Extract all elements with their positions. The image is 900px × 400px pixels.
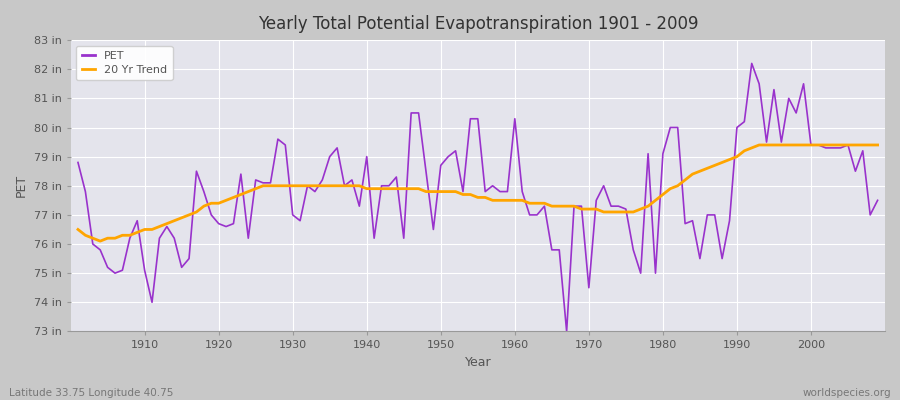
Text: Latitude 33.75 Longitude 40.75: Latitude 33.75 Longitude 40.75: [9, 388, 174, 398]
Y-axis label: PET: PET: [15, 174, 28, 197]
X-axis label: Year: Year: [464, 356, 491, 369]
Legend: PET, 20 Yr Trend: PET, 20 Yr Trend: [76, 46, 173, 80]
Text: worldspecies.org: worldspecies.org: [803, 388, 891, 398]
Title: Yearly Total Potential Evapotranspiration 1901 - 2009: Yearly Total Potential Evapotranspiratio…: [257, 15, 698, 33]
